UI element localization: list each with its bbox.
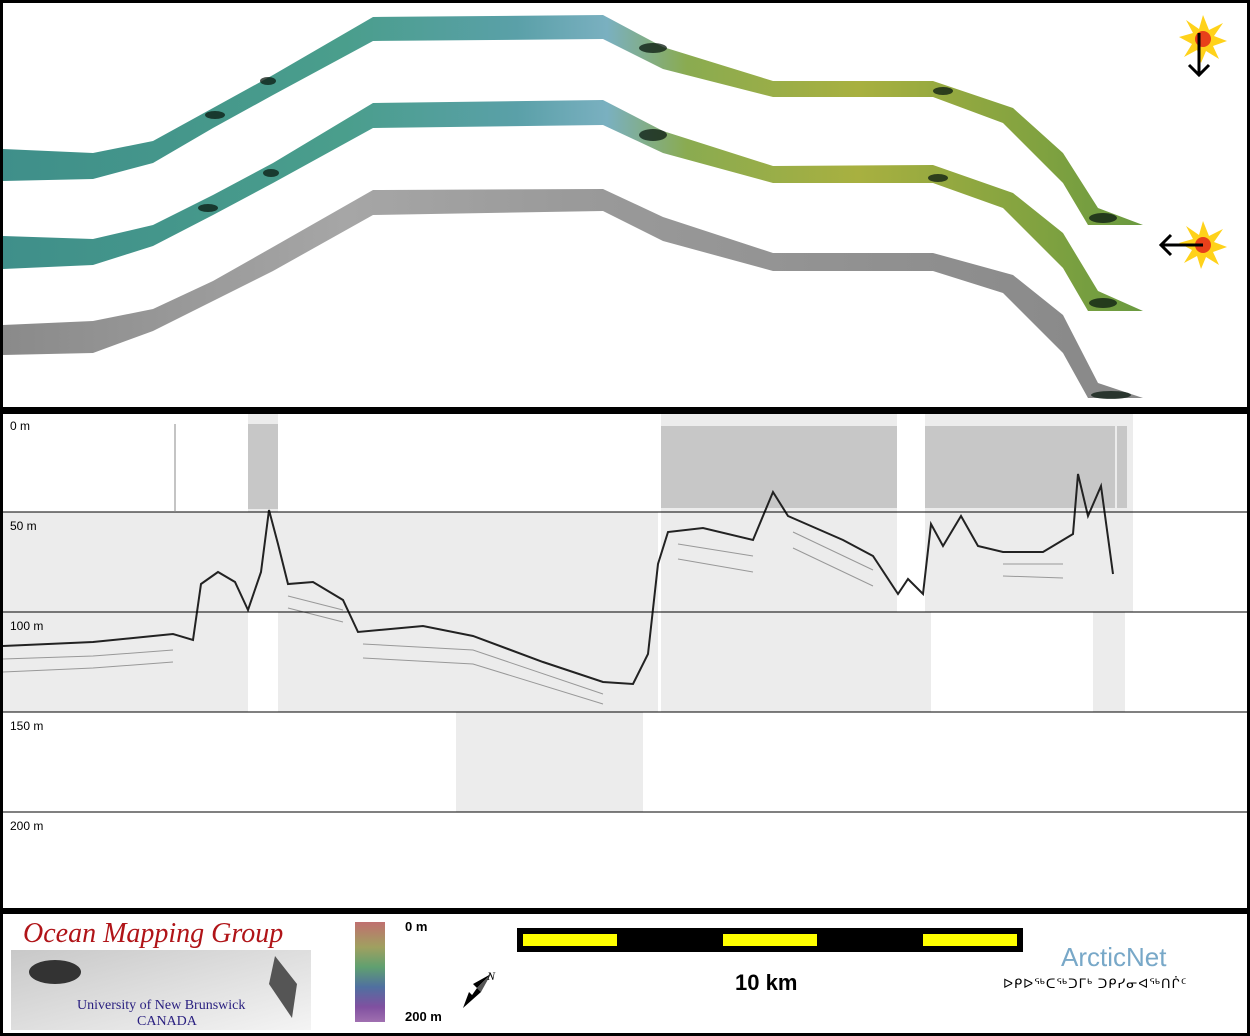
arcticnet-inuktitut: ᐅᑭᐅᖅᑕᖅᑐᒥᒃ ᑐᑭᓯᓂᐊᖅᑎᒌᑦ [1003,976,1188,991]
depth-colorbar [355,922,385,1022]
arcticnet-logo: ArcticNet [1061,942,1167,972]
bathymetry-swath-sun-north [3,15,1143,225]
depth-label-100: 100 m [10,619,44,633]
seabed-reflector [3,473,1114,686]
subbottom-profile [3,414,1247,813]
depth-label-50: 50 m [10,519,37,533]
depth-label-150: 150 m [10,719,44,733]
arrow-left-icon [1158,233,1203,257]
footer-panel: Ocean Mapping Group University of New Br… [3,914,1247,1033]
subbottom-profile-panel: 0 m 50 m 100 m 150 m 200 m [3,414,1247,908]
omg-country: CANADA [137,1014,197,1029]
sun-illumination-icon [1179,15,1227,63]
omg-university: University of New Brunswick [77,998,246,1013]
svg-text:N: N [486,969,496,983]
north-arrow-icon: N [463,969,496,1008]
omg-title: Ocean Mapping Group [23,918,284,949]
backscatter-swath [3,189,1143,398]
map-panel [3,3,1247,407]
swath-strips [3,15,1227,399]
arrow-down-icon [1187,33,1211,78]
depth-label-0: 0 m [10,419,31,433]
scale-bar-label: 10 km [735,970,798,995]
colorbar-bottom-label: 200 m [405,1009,442,1024]
depth-label-200: 200 m [10,819,44,833]
scale-bar [517,928,1023,952]
omg-logo: Ocean Mapping Group University of New Br… [7,914,312,1031]
colorbar-top-label: 0 m [405,919,428,934]
